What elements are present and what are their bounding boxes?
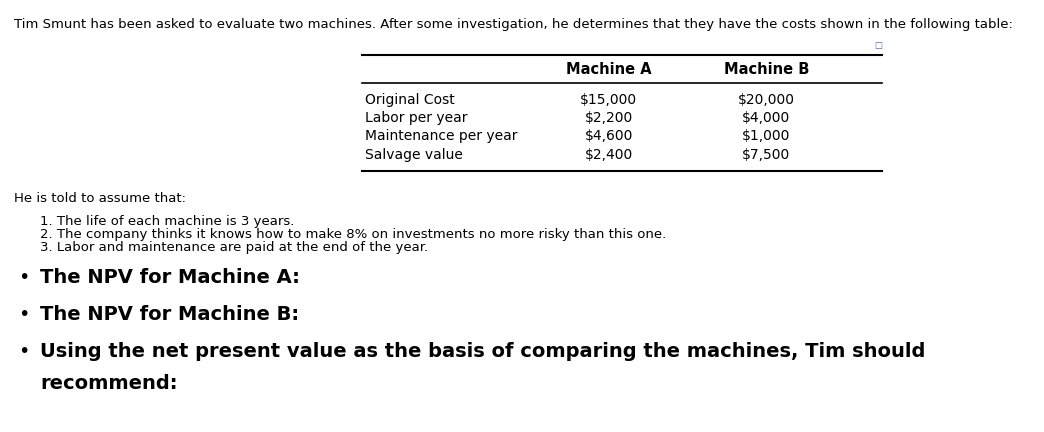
Text: $1,000: $1,000 (742, 129, 790, 143)
Text: •: • (18, 342, 29, 361)
Text: Labor per year: Labor per year (365, 111, 468, 125)
Text: •: • (18, 305, 29, 324)
Text: Tim Smunt has been asked to evaluate two machines. After some investigation, he : Tim Smunt has been asked to evaluate two… (14, 18, 1013, 31)
Text: $2,200: $2,200 (585, 111, 633, 125)
Text: The NPV for Machine B:: The NPV for Machine B: (40, 305, 300, 324)
Text: 1. The life of each machine is 3 years.: 1. The life of each machine is 3 years. (40, 215, 294, 228)
Text: $20,000: $20,000 (738, 93, 794, 107)
Text: recommend:: recommend: (40, 374, 177, 393)
Text: Using the net present value as the basis of comparing the machines, Tim should: Using the net present value as the basis… (40, 342, 925, 361)
Text: Maintenance per year: Maintenance per year (365, 129, 518, 143)
Text: Machine B: Machine B (723, 63, 809, 77)
Text: $4,600: $4,600 (585, 129, 633, 143)
Text: $2,400: $2,400 (585, 148, 633, 162)
Text: Salvage value: Salvage value (365, 148, 464, 162)
Text: •: • (18, 268, 29, 287)
Text: $7,500: $7,500 (742, 148, 790, 162)
Text: ☐: ☐ (874, 41, 882, 51)
Text: He is told to assume that:: He is told to assume that: (14, 192, 186, 205)
Text: 3. Labor and maintenance are paid at the end of the year.: 3. Labor and maintenance are paid at the… (40, 241, 428, 254)
Text: Original Cost: Original Cost (365, 93, 455, 107)
Text: $15,000: $15,000 (580, 93, 637, 107)
Text: The NPV for Machine A:: The NPV for Machine A: (40, 268, 300, 287)
Text: 2. The company thinks it knows how to make 8% on investments no more risky than : 2. The company thinks it knows how to ma… (40, 228, 666, 241)
Text: $4,000: $4,000 (742, 111, 790, 125)
Text: Machine A: Machine A (566, 63, 651, 77)
